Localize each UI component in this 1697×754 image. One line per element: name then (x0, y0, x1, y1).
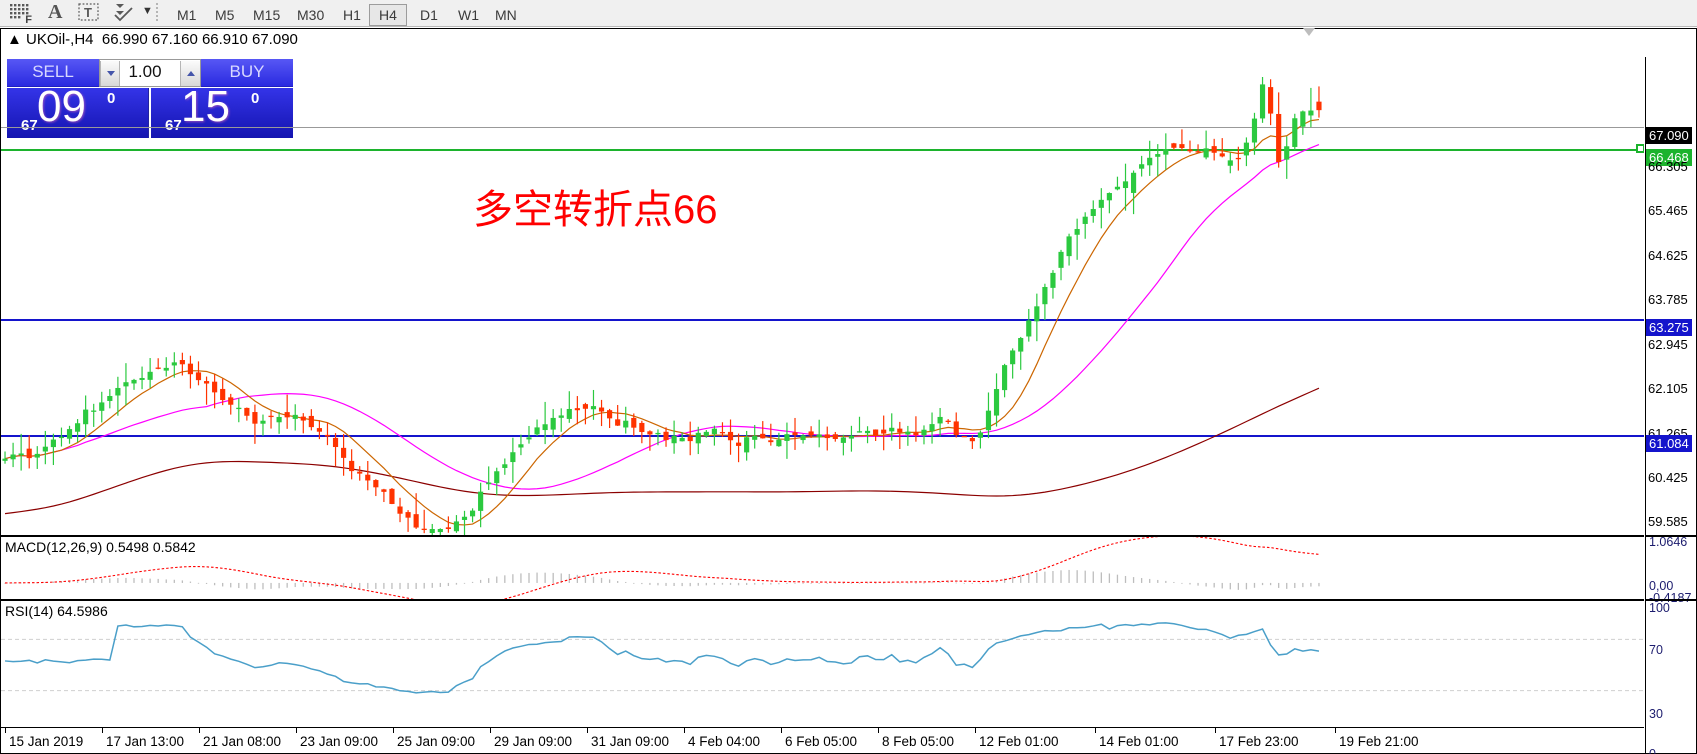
svg-text:T: T (84, 5, 92, 20)
svg-text:F: F (25, 14, 32, 23)
